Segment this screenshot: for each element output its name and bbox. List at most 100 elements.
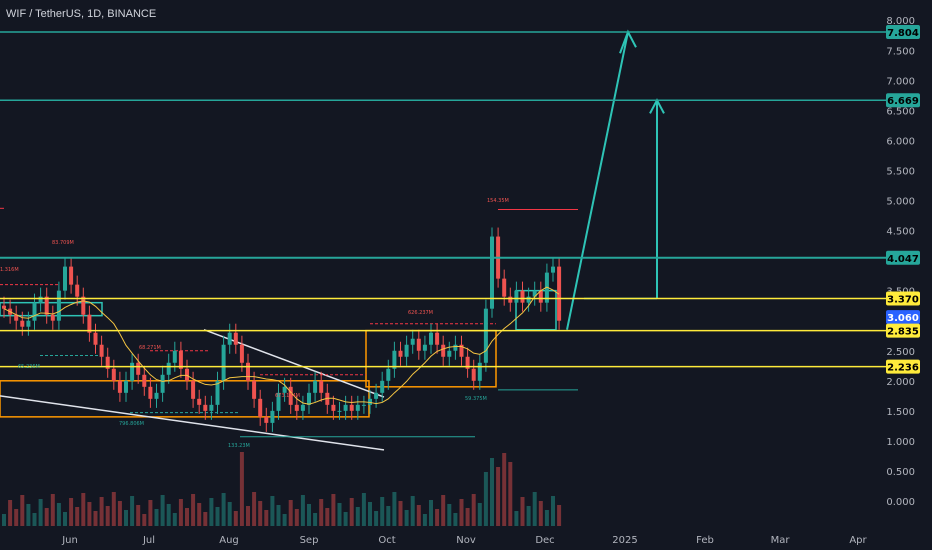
volume-bar [331,494,336,526]
price-level-tag [886,93,920,108]
candle-body [172,350,177,363]
candle-body [477,362,482,381]
candle-body [459,344,464,357]
candle-body [148,386,153,399]
candle-body [392,350,397,369]
candle-body [441,344,446,357]
volume-bar [20,495,25,526]
candle-body [313,380,318,393]
volume-bar [514,511,519,526]
candle-body [117,380,122,393]
candle-body [471,368,476,381]
volume-annotation: 154.35M [487,198,509,204]
y-tick-label: 1.500 [886,407,915,418]
candle-body [294,404,299,411]
volume-bar [557,505,562,526]
x-tick-label: 2025 [612,535,637,546]
volume-annotation: 673.164M [275,393,300,399]
candle-body [227,332,232,345]
candle-body [355,404,360,411]
volume-annotation: 59.375M [465,396,487,402]
candle-body [490,236,494,309]
price-level-value: 6.669 [887,96,919,107]
candle-body [154,392,159,399]
candle-body [178,350,183,369]
volume-bar [349,498,354,526]
candle-body [307,392,311,405]
x-tick-label: Jul [142,535,155,546]
volume-bar [185,508,189,526]
volume-bar [99,497,104,526]
volume-bar [105,506,110,526]
volume-bar [124,510,128,526]
volume-bar [325,508,330,526]
volume-bar [14,509,19,526]
volume-bar [215,507,220,526]
y-tick-label: 0.000 [886,497,915,508]
volume-bar [233,511,238,526]
candle-body [502,278,507,297]
price-level-value: 2.236 [887,363,919,374]
volume-annotation: 68.271M [139,345,161,351]
volume-bar [386,506,391,526]
candle-body [416,338,421,351]
candle-body [99,344,104,357]
candle-body [465,356,470,369]
candle-body [63,266,67,291]
candle-body [526,296,531,303]
candle-body [282,386,287,393]
candle-body [203,404,208,411]
price-level-tag [886,359,920,374]
volume-bar [69,498,74,526]
volume-annotation: 65.236M [18,364,40,370]
volume-bar [361,493,366,526]
candle-body [380,380,385,393]
volume-bar [252,492,257,526]
candle-body [215,380,220,405]
volume-bar [111,492,116,526]
volume-bar [32,513,37,526]
candle-body [124,380,128,393]
candle-body [483,308,488,363]
candle-body [276,392,281,411]
volume-bar [313,513,318,526]
candle-body [75,284,80,297]
projection-arrow [566,31,629,330]
volume-bar [209,498,214,526]
volume-bar [538,501,543,526]
candle-body [44,296,49,315]
candle-body [368,398,372,405]
candle-body [142,374,147,387]
candle-body [520,290,525,303]
volume-bar [392,492,397,526]
volume-bar [355,507,360,526]
symbol-title: WIF / TetherUS, 1D, BINANCE [6,8,157,20]
volume-bar [276,505,281,526]
candle-body [160,374,165,393]
price-level-tag [886,250,920,265]
volume-bar [8,500,13,526]
volume-bar [544,510,549,526]
y-tick-label: 5.000 [886,197,915,208]
volume-bar [93,511,98,526]
volume-bar [239,452,244,526]
x-tick-label: Aug [219,535,239,546]
volume-bar [81,493,86,526]
candle-body [514,290,519,303]
y-tick-label: 5.500 [886,166,915,177]
volume-bar [130,496,135,526]
volume-bar [490,458,494,526]
volume-bar [374,511,379,526]
candle-body [32,302,37,321]
candle-body [38,296,43,303]
volume-bars [2,452,562,526]
volume-bar [416,505,421,526]
candle-body [50,314,55,321]
x-tick-label: Sep [300,535,319,546]
y-tick-label: 8.000 [886,16,915,27]
y-tick-label: 2.000 [886,377,915,388]
candle-body [422,344,427,351]
candle-body [252,380,257,399]
candle-body [69,266,74,285]
candle-body [197,398,202,405]
